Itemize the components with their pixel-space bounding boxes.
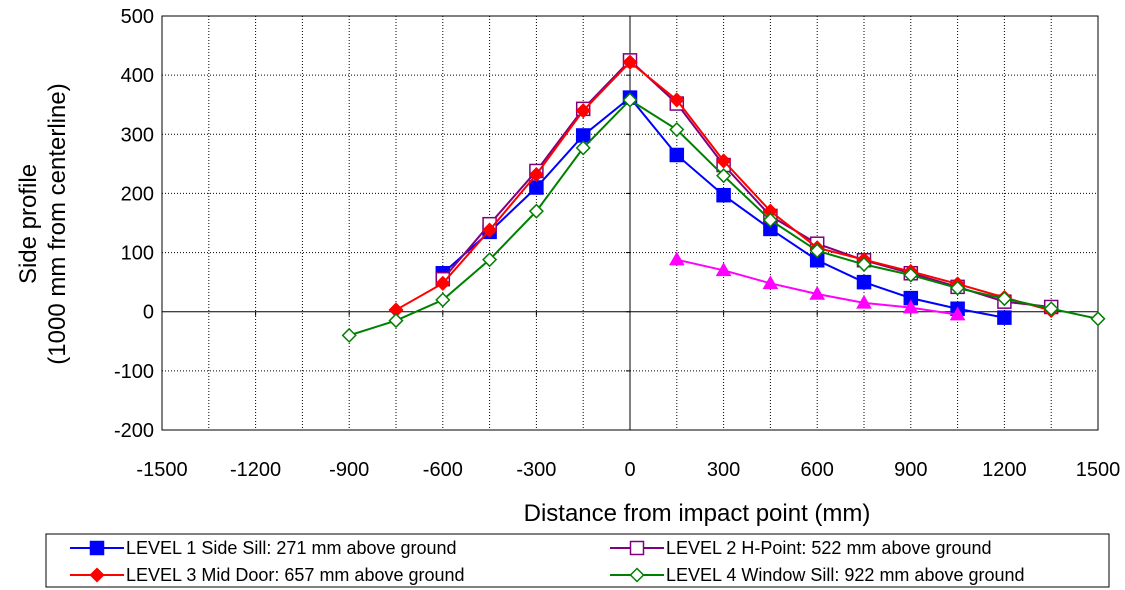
data-point	[622, 54, 638, 70]
data-point	[668, 251, 685, 266]
data-point	[949, 306, 966, 321]
series-layer	[341, 53, 1106, 343]
series-line	[442, 58, 1052, 308]
data-point	[1090, 311, 1106, 327]
x-tick-label: 0	[624, 459, 635, 481]
y-tick-label: 100	[121, 243, 154, 265]
y-tick-label: 400	[121, 65, 154, 87]
data-point	[669, 147, 685, 163]
x-tick-label: 900	[894, 459, 927, 481]
legend-label: LEVEL 3 Mid Door: 657 mm above ground	[126, 565, 465, 585]
data-point	[902, 299, 919, 314]
data-point	[528, 166, 544, 183]
series-5	[668, 251, 966, 321]
data-point	[341, 327, 357, 343]
y-tick-label: 500	[121, 6, 154, 28]
legend: LEVEL 1 Side Sill: 271 mm above ground LE…	[45, 533, 1110, 588]
y-tick-label: 300	[121, 124, 154, 146]
legend-label: LEVEL 4 Window Sill: 922 mm above ground	[666, 565, 1025, 585]
data-point	[1043, 301, 1059, 317]
data-point	[575, 128, 591, 143]
legend-entry: LEVEL 1 Side Sill: 271 mm above ground	[70, 538, 457, 558]
x-tick-label: 300	[707, 459, 740, 481]
data-point	[762, 212, 778, 228]
data-point	[435, 275, 451, 291]
y-axis-title-line1: Side profile	[15, 164, 42, 284]
legend-label: LEVEL 1 Side Sill: 271 mm above ground	[126, 538, 457, 558]
x-tick-label: 600	[801, 459, 834, 481]
legend-entry: LEVEL 4 Window Sill: 922 mm above ground	[610, 565, 1025, 585]
data-point	[950, 280, 966, 296]
y-tick-label: 0	[143, 302, 154, 324]
data-point	[575, 103, 591, 119]
data-point	[856, 274, 872, 290]
x-tick-label: -1200	[230, 459, 281, 481]
data-point	[997, 310, 1012, 325]
data-point	[482, 222, 498, 238]
legend-label: LEVEL 2 H-Point: 522 mm above ground	[666, 538, 992, 558]
data-point	[903, 267, 919, 283]
y-axis-title: Side profile (1000 mm from centerline)	[15, 83, 71, 364]
data-point	[856, 294, 872, 309]
x-tick-label: -900	[329, 459, 369, 481]
y-axis-title-line2: (1000 mm from centerline)	[44, 83, 71, 364]
x-axis-title: Distance from impact point (mm)	[524, 500, 871, 527]
legend-entry: LEVEL 3 Mid Door: 657 mm above ground	[70, 565, 465, 585]
legend-box	[45, 533, 1110, 588]
data-point	[622, 92, 638, 108]
x-tick-label: 1500	[1076, 459, 1121, 481]
x-tick-label: -1500	[136, 459, 187, 481]
legend-marker	[629, 540, 645, 556]
data-point	[996, 291, 1012, 307]
x-tick-label: -300	[516, 459, 556, 481]
series-4	[341, 92, 1106, 343]
legend-entry: LEVEL 2 H-Point: 522 mm above ground	[610, 538, 992, 558]
legend-marker	[629, 567, 645, 583]
data-point	[575, 140, 591, 156]
data-point	[528, 203, 544, 219]
data-point	[716, 168, 732, 184]
tick-labels: -200 -100 0 100 200 300 400 500 -1500 -1200 -900 -6…	[114, 6, 1120, 481]
data-point	[716, 153, 732, 169]
legend-marker	[89, 567, 105, 583]
data-point	[435, 292, 451, 308]
data-point	[762, 275, 779, 290]
y-tick-label: -100	[114, 361, 154, 383]
y-tick-label: -200	[114, 420, 154, 442]
data-point	[669, 121, 685, 138]
x-tick-label: 1200	[982, 459, 1027, 481]
data-point	[856, 256, 872, 272]
legend-marker	[89, 540, 105, 556]
x-tick-label: -600	[423, 459, 463, 481]
data-point	[669, 92, 685, 108]
data-point	[716, 187, 731, 203]
data-point	[529, 180, 544, 195]
data-point	[809, 243, 825, 259]
data-point	[388, 313, 404, 329]
data-point	[482, 252, 498, 268]
data-point	[715, 262, 732, 277]
data-point	[809, 285, 826, 300]
y-tick-label: 200	[121, 183, 154, 205]
